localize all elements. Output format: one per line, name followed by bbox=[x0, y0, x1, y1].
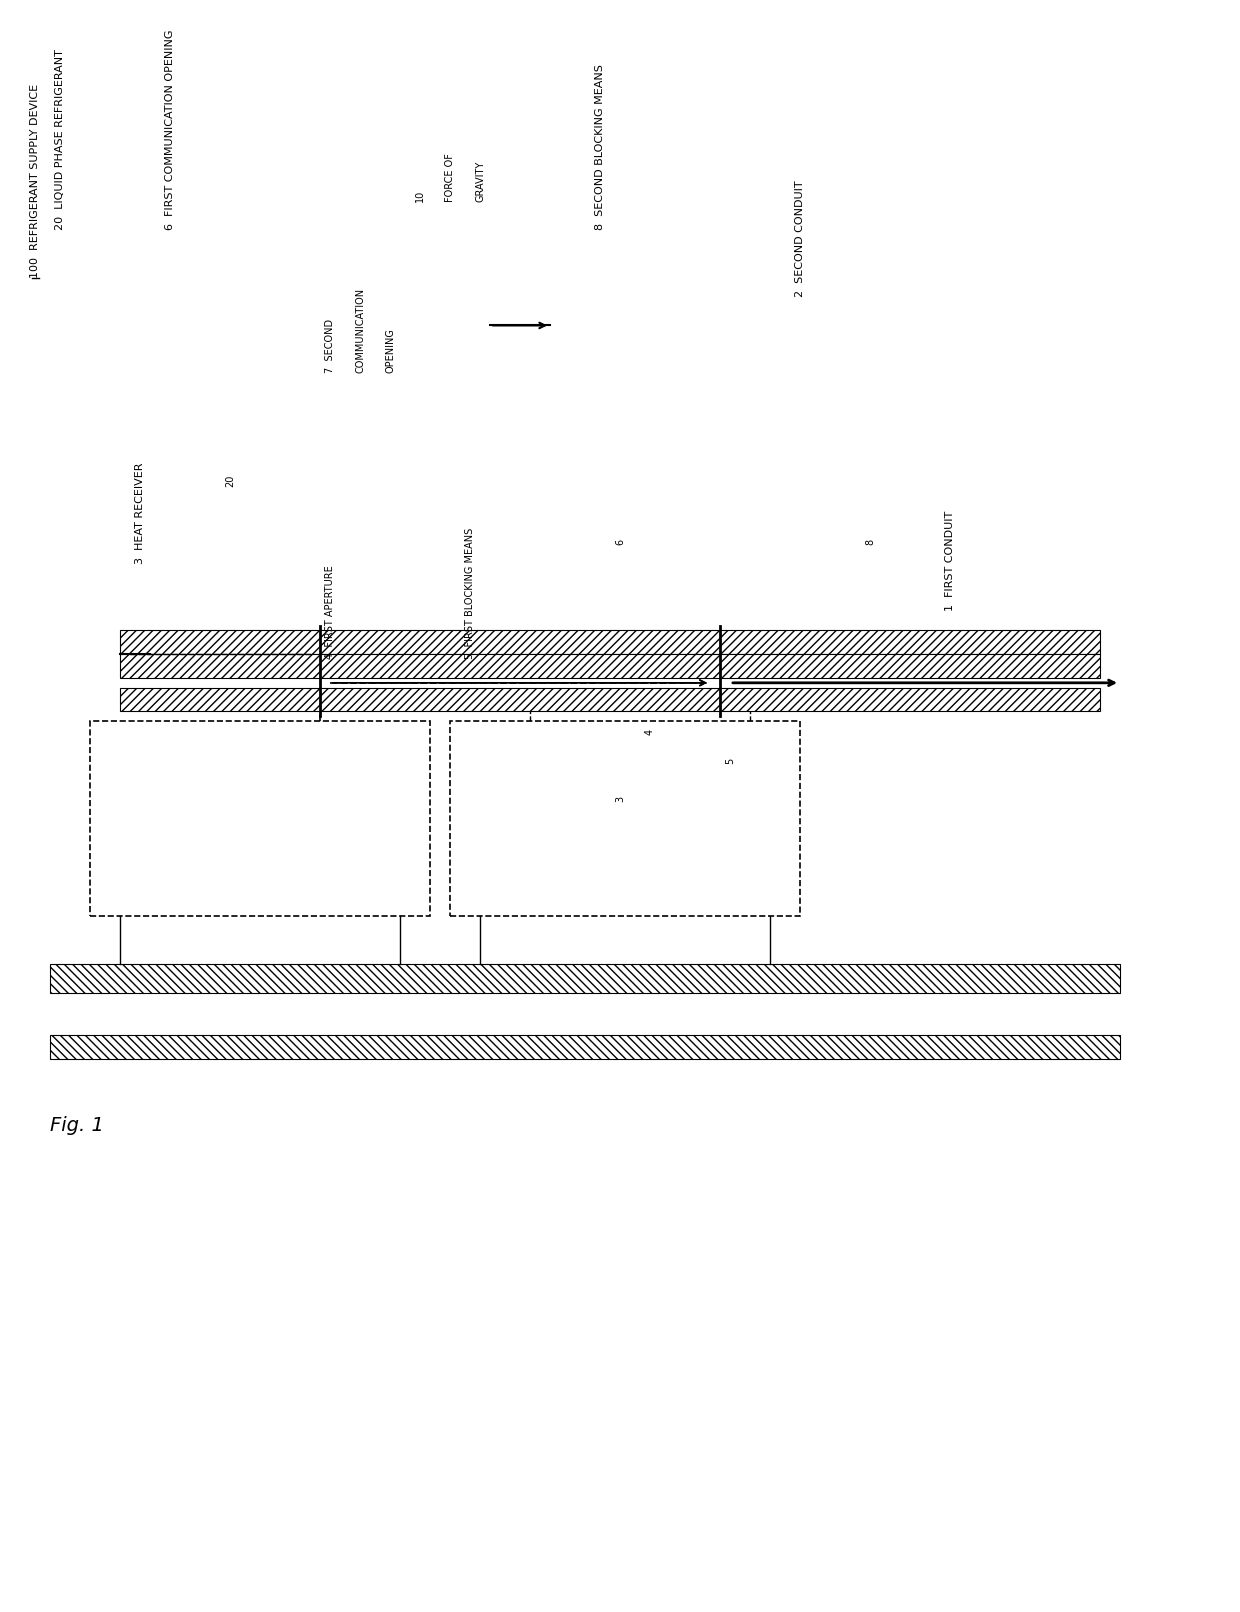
Text: 8: 8 bbox=[866, 538, 875, 545]
Text: 5: 5 bbox=[725, 758, 735, 764]
Bar bbox=[50, 964, 1120, 993]
Bar bbox=[50, 1035, 1120, 1059]
Text: 2  SECOND CONDUIT: 2 SECOND CONDUIT bbox=[795, 181, 805, 297]
Text: 20: 20 bbox=[224, 476, 236, 487]
Text: 4: 4 bbox=[645, 729, 655, 735]
Text: COMMUNICATION: COMMUNICATION bbox=[355, 289, 365, 372]
Text: 8  SECOND BLOCKING MEANS: 8 SECOND BLOCKING MEANS bbox=[595, 64, 605, 231]
Bar bbox=[91, 721, 430, 916]
Text: 10: 10 bbox=[415, 189, 425, 202]
Text: OPENING: OPENING bbox=[384, 329, 396, 372]
Text: 100  REFRIGERANT SUPPLY DEVICE: 100 REFRIGERANT SUPPLY DEVICE bbox=[30, 84, 40, 277]
Bar bbox=[120, 654, 1100, 679]
Bar bbox=[450, 721, 800, 916]
Text: GRAVITY: GRAVITY bbox=[475, 160, 485, 202]
Bar bbox=[120, 688, 1100, 711]
Text: 6: 6 bbox=[615, 538, 625, 545]
Text: 3: 3 bbox=[615, 796, 625, 801]
Text: 5  FIRST BLOCKING MEANS: 5 FIRST BLOCKING MEANS bbox=[465, 527, 475, 659]
Text: 1  FIRST CONDUIT: 1 FIRST CONDUIT bbox=[945, 511, 955, 611]
Text: Fig. 1: Fig. 1 bbox=[50, 1117, 104, 1135]
Text: 20  LIQUID PHASE REFRIGERANT: 20 LIQUID PHASE REFRIGERANT bbox=[55, 50, 64, 231]
Bar bbox=[120, 630, 1100, 654]
Text: 6  FIRST COMMUNICATION OPENING: 6 FIRST COMMUNICATION OPENING bbox=[165, 29, 175, 231]
Text: 7  SECOND: 7 SECOND bbox=[325, 319, 335, 372]
Text: FORCE OF: FORCE OF bbox=[445, 153, 455, 202]
Text: 3  HEAT RECEIVER: 3 HEAT RECEIVER bbox=[135, 463, 145, 564]
Text: 4  FIRST APERTURE: 4 FIRST APERTURE bbox=[325, 566, 335, 659]
